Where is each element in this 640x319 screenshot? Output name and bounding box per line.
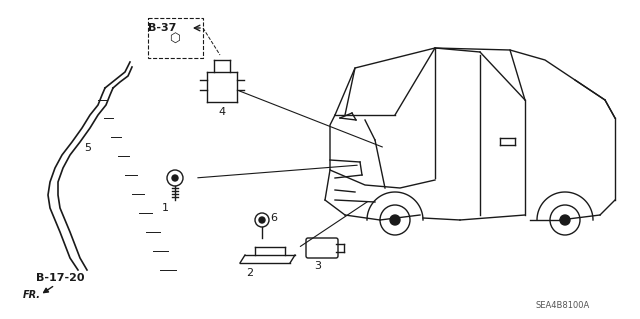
Text: 4: 4 [218,107,225,117]
Text: FR.: FR. [23,290,41,300]
Text: 6: 6 [271,213,278,223]
Circle shape [560,215,570,225]
Text: 5: 5 [84,143,92,153]
Text: SEA4B8100A: SEA4B8100A [536,300,590,309]
Text: 1: 1 [161,203,168,213]
Circle shape [390,215,400,225]
Circle shape [172,175,178,181]
Text: B-37: B-37 [148,23,177,33]
Text: B-17-20: B-17-20 [36,273,84,283]
Circle shape [259,217,265,223]
Text: ⬡: ⬡ [170,32,180,44]
Text: 2: 2 [246,268,253,278]
Text: 3: 3 [314,261,321,271]
